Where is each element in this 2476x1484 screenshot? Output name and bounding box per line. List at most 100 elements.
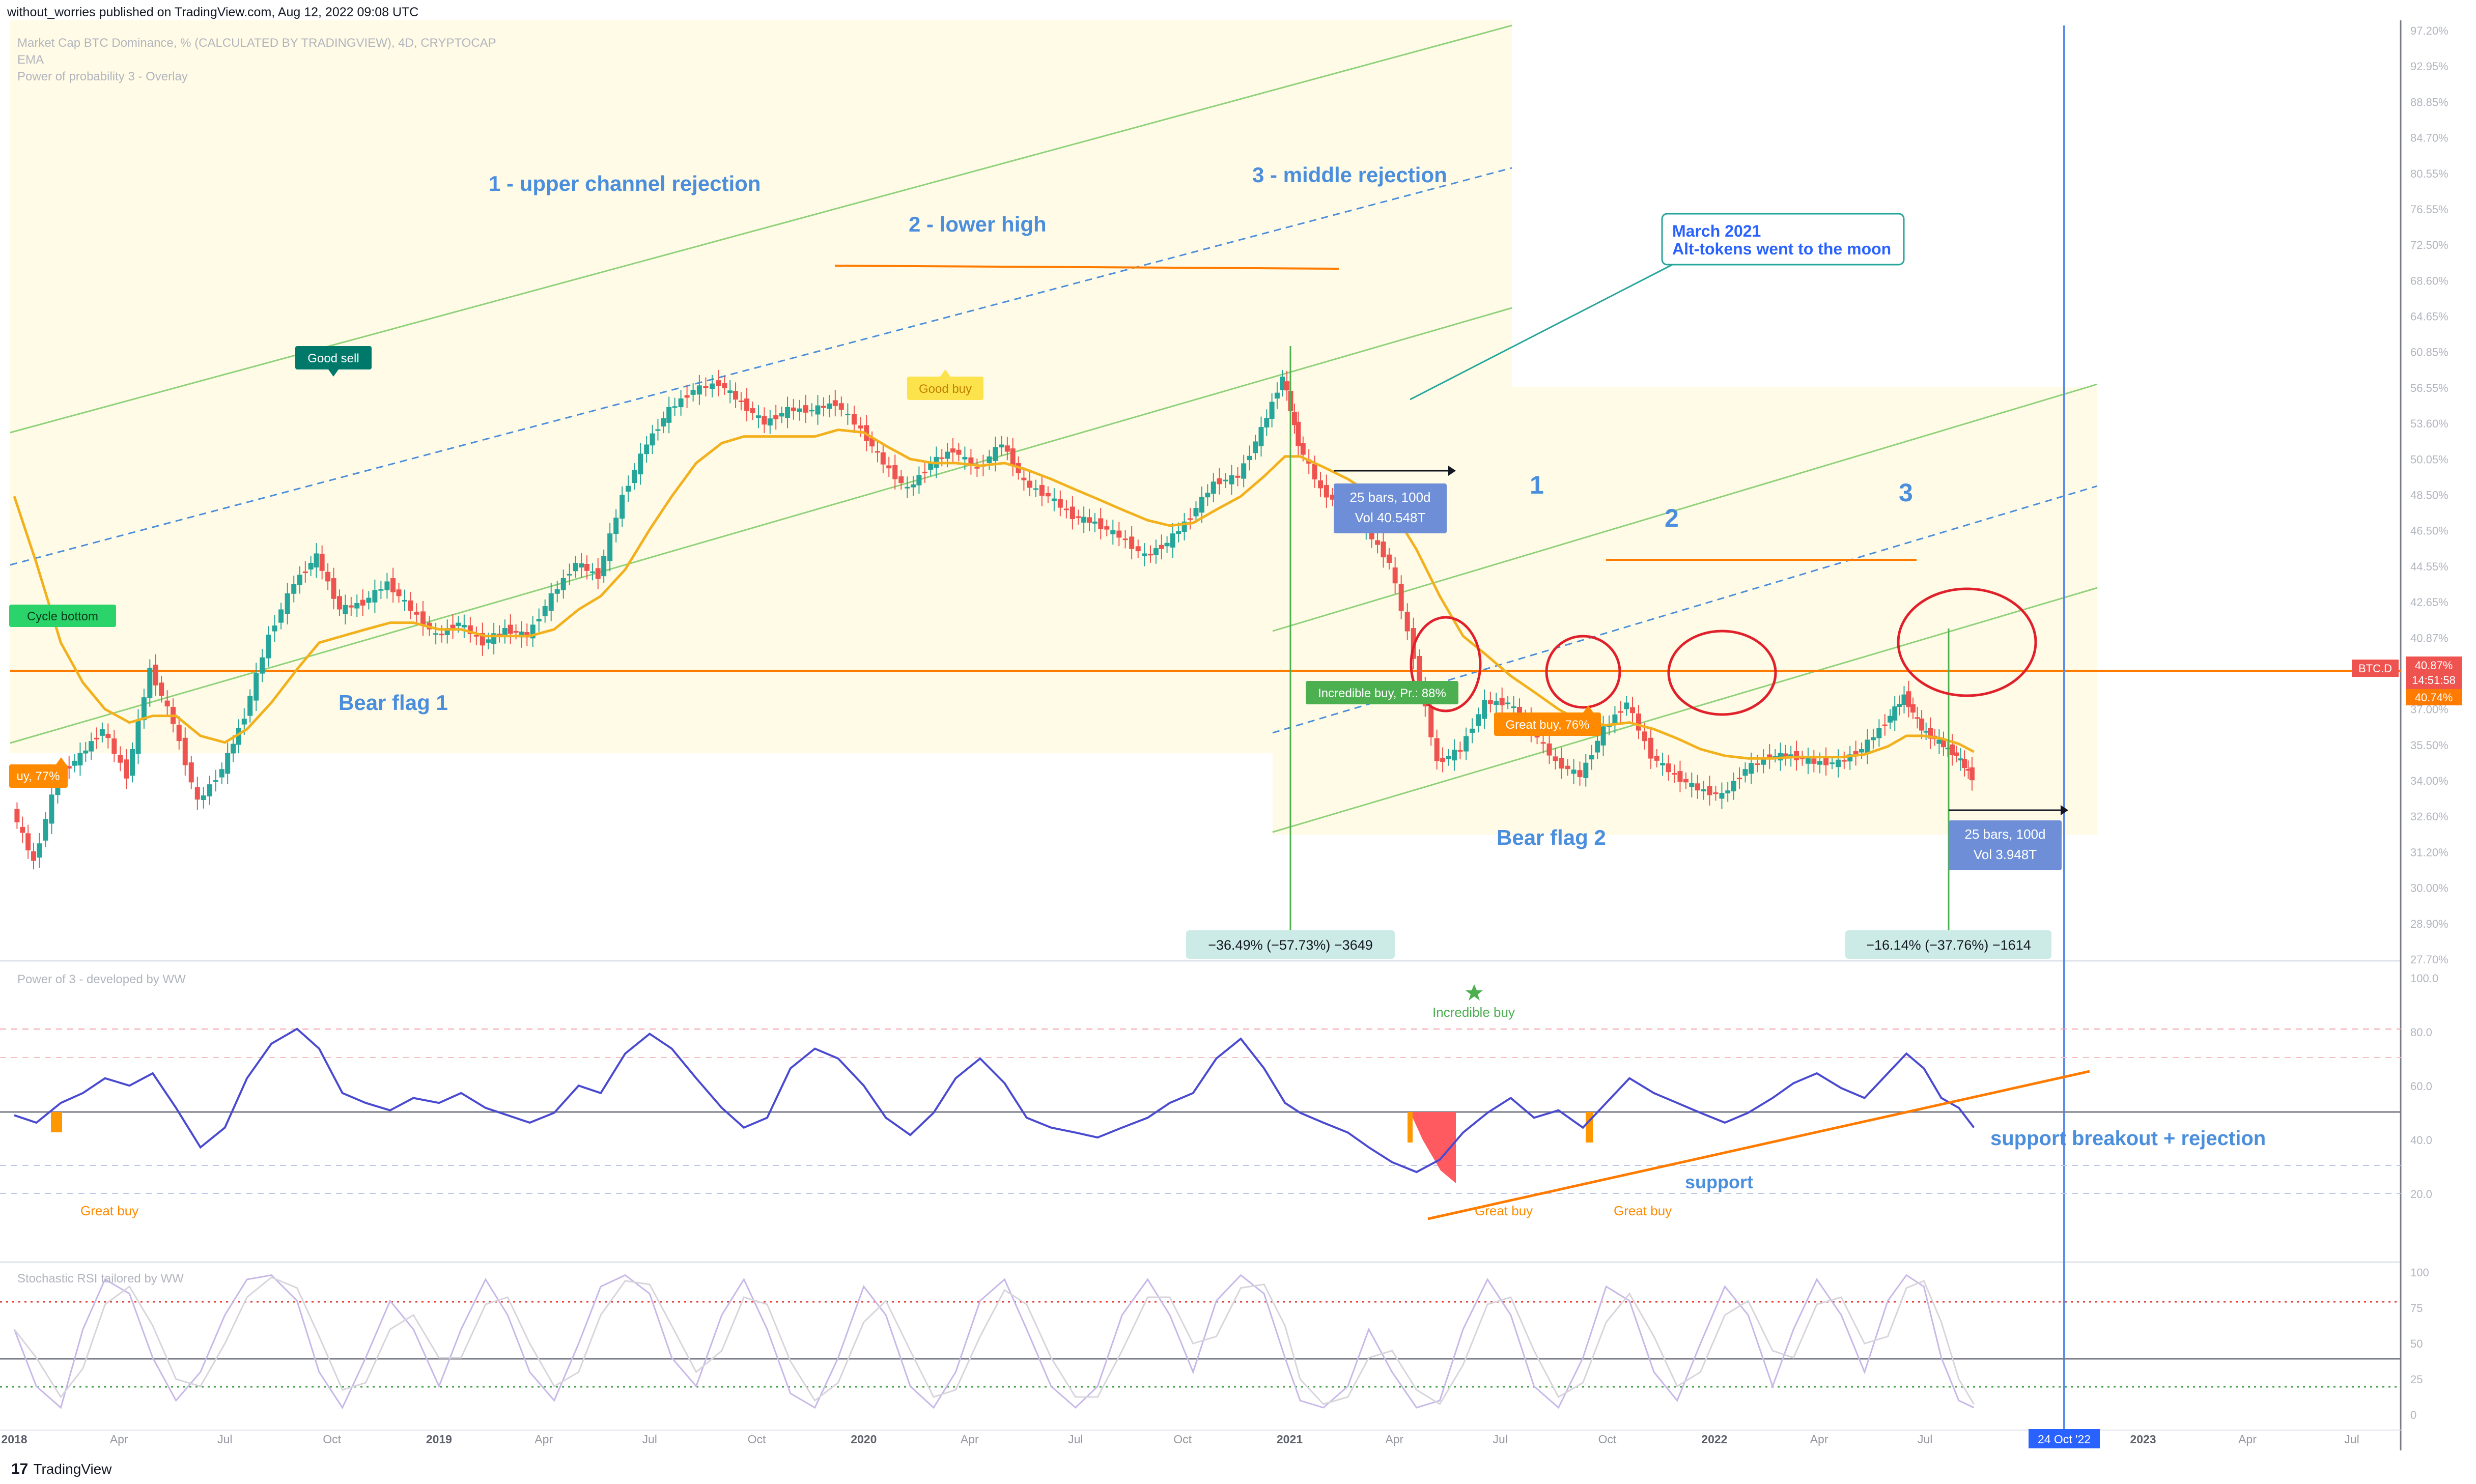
price-tick-label: 48.50% (2410, 489, 2449, 502)
candle-body (993, 447, 998, 461)
candle-body (1051, 498, 1057, 501)
candle-body (1901, 694, 1907, 705)
candle-body (1847, 754, 1853, 762)
candle-body (89, 741, 94, 752)
candle-body (43, 819, 48, 841)
candle-body (678, 398, 684, 408)
candle-body (916, 475, 922, 486)
candle-body (1318, 480, 1324, 489)
price-candles (14, 369, 1975, 870)
candle-body (821, 406, 826, 408)
candle-body (620, 495, 625, 519)
time-tick-label: 2018 (1, 1433, 27, 1446)
candle-body (797, 408, 802, 412)
candle-body (650, 433, 655, 446)
candle-body (750, 408, 755, 413)
candle-body (153, 664, 158, 686)
price-tick-label: 44.55% (2410, 560, 2449, 573)
time-tick-label: 2022 (1701, 1433, 1727, 1446)
candle-body (147, 668, 153, 698)
time-tick-label: Oct (748, 1433, 766, 1446)
time-axis[interactable]: 2018 Apr Jul Oct 2019 Apr Jul Oct 2020 Apr Jul Oct 2… (1, 1433, 2359, 1446)
candle-body (661, 418, 666, 427)
candle-body (1630, 707, 1636, 714)
candle-body (1666, 763, 1671, 773)
candle-body (1965, 768, 1971, 771)
candle-body (987, 456, 992, 463)
candle-body (809, 410, 814, 412)
candle-body (945, 451, 950, 459)
candle-body (1892, 706, 1898, 721)
candle-body (1280, 376, 1285, 390)
candle-body (272, 625, 277, 632)
candle-body (1731, 781, 1736, 792)
candle-body (1434, 738, 1440, 761)
candle-body (1940, 740, 1946, 748)
candle-body (554, 589, 560, 594)
candle-body (607, 533, 613, 561)
candle-body (1045, 493, 1051, 497)
stoch-rsi-pane (0, 1274, 2401, 1410)
candle-body (480, 633, 485, 646)
candle-body (1176, 531, 1181, 534)
candle-body (1324, 485, 1329, 498)
candle-body (343, 605, 348, 614)
candle-body (336, 596, 342, 610)
svg-text:Great buy: Great buy (1614, 1203, 1672, 1218)
candle-body (1269, 402, 1275, 419)
candle-body (231, 744, 236, 754)
svg-text:Power of probability 3 - Overl: Power of probability 3 - Overlay (17, 70, 188, 83)
candle-body (164, 700, 170, 707)
candle-body (1571, 769, 1577, 774)
candle-body (207, 784, 212, 796)
candle-body (1440, 757, 1446, 762)
candle-body (1375, 540, 1381, 545)
candle-body (467, 625, 473, 634)
candle-body (331, 578, 336, 599)
time-tick-label: Jul (217, 1433, 232, 1446)
candle-body (655, 429, 661, 431)
tradingview-footer[interactable]: 17 TradingView (11, 1461, 111, 1478)
candle-body (1070, 506, 1075, 519)
candle-body (1253, 441, 1258, 453)
candle-body (396, 589, 402, 596)
label-num-1: 1 (1530, 471, 1544, 499)
candle-body (1817, 761, 1823, 765)
candle-body (1719, 793, 1725, 799)
candle-body (589, 571, 595, 573)
candle-body (1823, 757, 1829, 765)
candle-body (360, 600, 365, 606)
candle-body (773, 415, 779, 419)
candle-body (502, 627, 508, 635)
candle-body (141, 697, 147, 721)
candle-body (49, 794, 54, 824)
price-tick-label: 31.20% (2410, 846, 2449, 859)
price-tick-label: 80.55% (2410, 167, 2449, 180)
candle-body (1950, 744, 1955, 756)
candle-body (1129, 536, 1135, 549)
march-2021-callout: March 2021 Alt-tokens went to the moon (1661, 213, 1905, 266)
signal-tags: Good sell Good buy Cycle bottom uy, 77% … (9, 346, 1601, 788)
candle-body (491, 633, 497, 644)
price-tick-label: 28.90% (2410, 918, 2449, 930)
candle-body (1381, 541, 1386, 558)
candle-body (260, 657, 265, 674)
price-axis[interactable]: 97.20% 92.95% 88.85% 84.70% 80.55% 76.55% 72.5… (2410, 24, 2449, 1421)
candle-body (1274, 392, 1280, 399)
candle-body (560, 578, 566, 590)
candle-body (1092, 521, 1098, 524)
candle-body (1494, 701, 1499, 705)
candle-body (1755, 763, 1760, 765)
svg-text:−36.49% (−57.73%) −3649: −36.49% (−57.73%) −3649 (1208, 937, 1373, 953)
candle-body (213, 780, 218, 782)
candle-body (254, 673, 259, 701)
candle-body (898, 476, 904, 483)
candle-body (1010, 448, 1016, 466)
candle-body (201, 795, 206, 800)
candle-body (1193, 508, 1199, 517)
candle-body (194, 787, 200, 800)
candle-body (690, 390, 696, 395)
candle-body (666, 407, 672, 423)
candle-body (644, 444, 650, 454)
